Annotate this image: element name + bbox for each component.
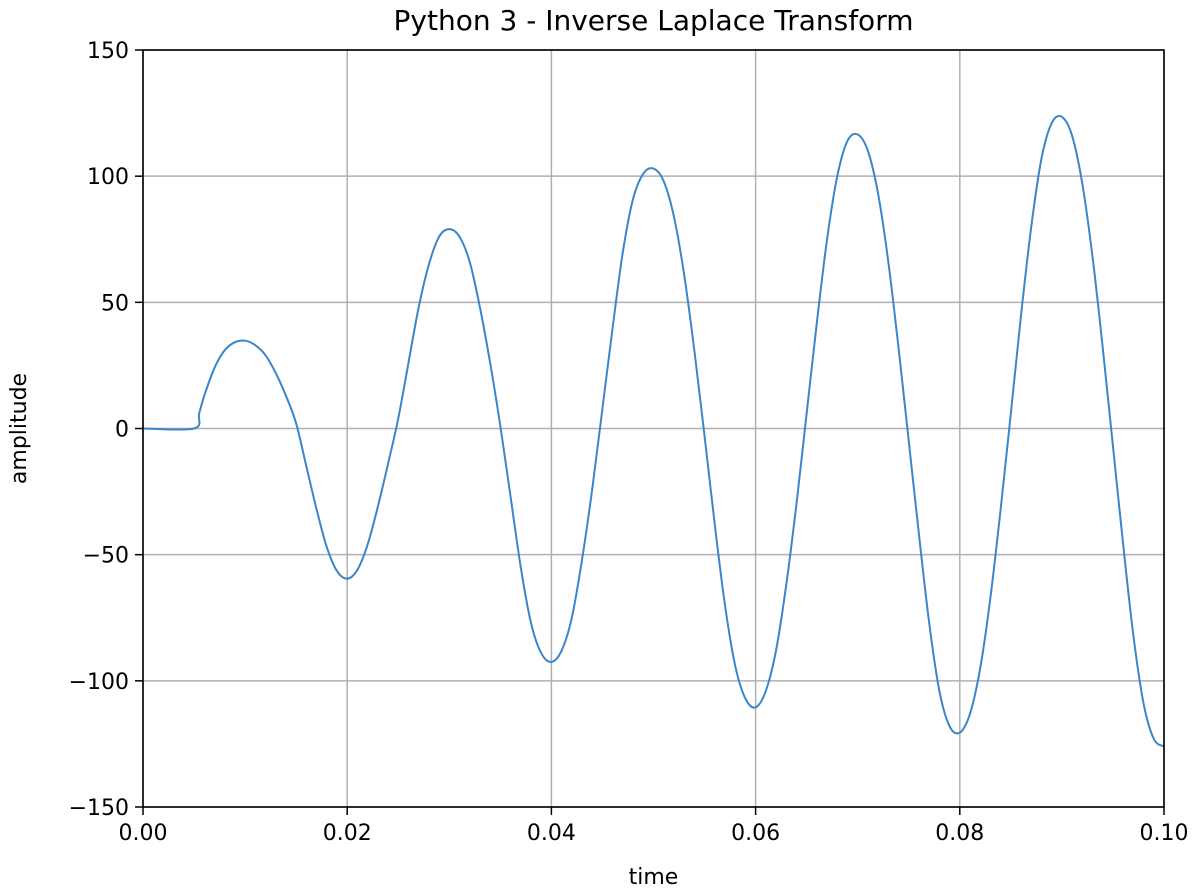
series-layer [142,114,1165,748]
x-axis-label: time [629,865,679,890]
y-tick-label: 100 [87,165,129,190]
y-tick-label: −150 [69,796,129,821]
x-tick-label: 0.08 [935,821,984,846]
chart-title: Python 3 - Inverse Laplace Transform [394,4,914,37]
x-tick-label: 0.06 [731,821,780,846]
y-axis-label: amplitude [7,373,32,484]
series-line [142,114,1165,748]
x-tick-label: 0.10 [1140,821,1189,846]
grid [142,49,1165,808]
x-tick-label: 0.02 [323,821,372,846]
y-tick-label: 0 [115,418,129,443]
ticks: 0.00 0.02 0.04 0.06 0.08 0.10 150 100 50 0 −50 −100… [69,39,1189,846]
y-tick-label: 50 [101,291,129,316]
x-tick-label: 0.00 [119,821,168,846]
y-tick-label: 150 [87,39,129,64]
y-tick-label: −50 [83,544,129,569]
x-tick-label: 0.04 [527,821,576,846]
y-tick-label: −100 [69,670,129,695]
